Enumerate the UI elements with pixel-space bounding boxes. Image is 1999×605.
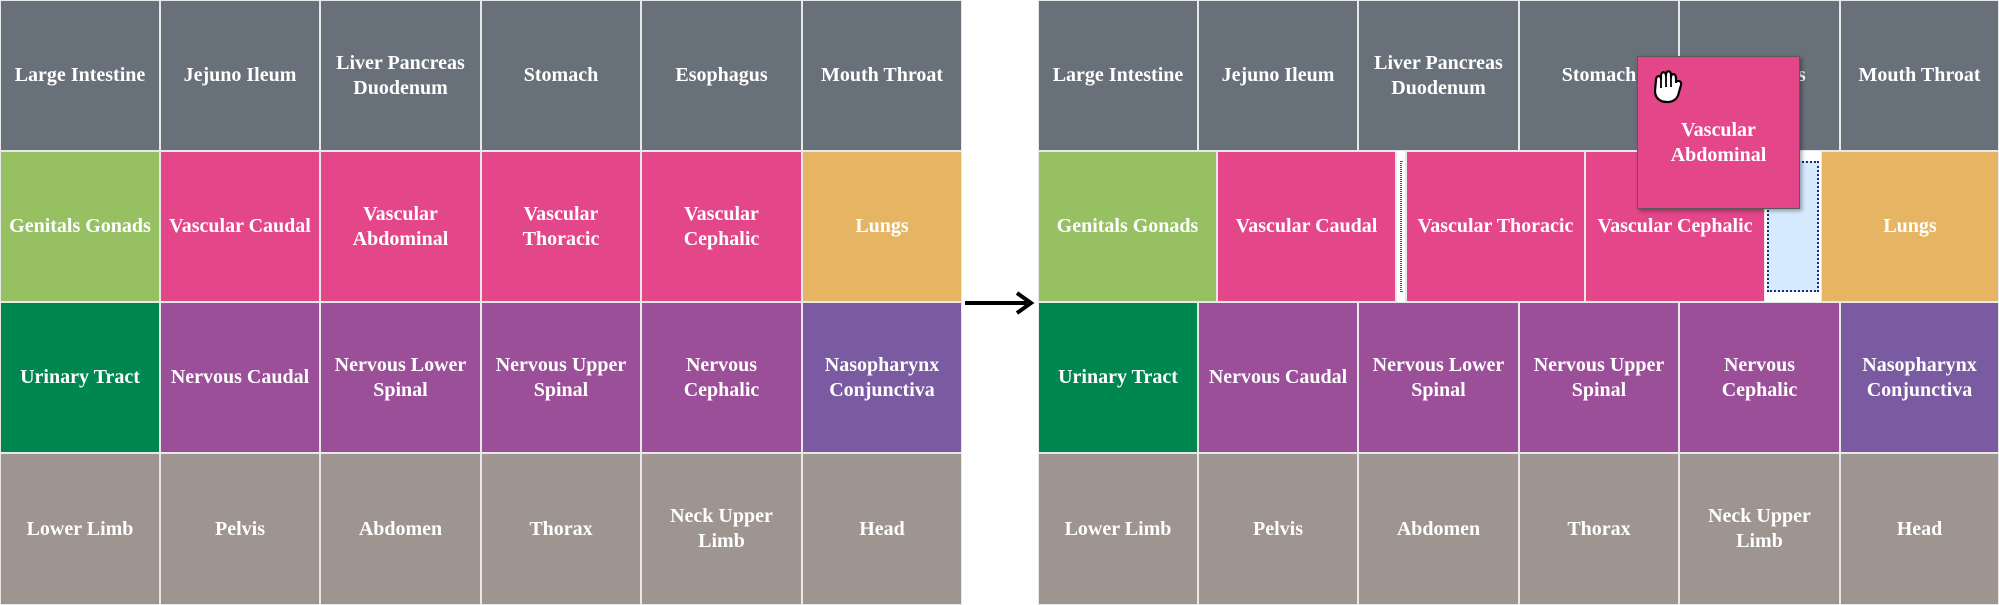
tile-vascular-thoracic[interactable]: Vascular Thoracic [1406,151,1585,302]
tile-thorax[interactable]: Thorax [481,453,641,605]
tile-neck-upper-limb[interactable]: Neck Upper Limb [1679,453,1840,605]
tile-abdomen[interactable]: Abdomen [320,453,481,605]
tile-vascular-cephalic[interactable]: Vascular Cephalic [641,151,802,302]
tile-urinary-tract[interactable]: Urinary Tract [1038,302,1198,453]
tile-nervous-cephalic[interactable]: Nervous Cephalic [1679,302,1840,453]
tile-pelvis[interactable]: Pelvis [160,453,320,605]
tile-nasopharynx-conjunctiva[interactable]: Nasopharynx Conjunctiva [1840,302,1999,453]
tile-nervous-upper-spinal[interactable]: Nervous Upper Spinal [1519,302,1679,453]
tile-abdomen[interactable]: Abdomen [1358,453,1519,605]
tile-esophagus[interactable]: Esophagus [641,0,802,151]
tile-large-intestine[interactable]: Large Intestine [0,0,160,151]
tile-nervous-caudal[interactable]: Nervous Caudal [1198,302,1358,453]
tile-urinary-tract[interactable]: Urinary Tract [0,302,160,453]
tile-head[interactable]: Head [802,453,962,605]
tile-pelvis[interactable]: Pelvis [1198,453,1358,605]
right-arrow-icon [965,291,1035,315]
tile-jejuno-ileum[interactable]: Jejuno Ileum [160,0,320,151]
tile-nasopharynx-conjunctiva[interactable]: Nasopharynx Conjunctiva [802,302,962,453]
tile-nervous-caudal[interactable]: Nervous Caudal [160,302,320,453]
tile-nervous-cephalic[interactable]: Nervous Cephalic [641,302,802,453]
tile-genitals-gonads[interactable]: Genitals Gonads [1038,151,1217,302]
tile-vascular-caudal[interactable]: Vascular Caudal [160,151,320,302]
tile-lungs[interactable]: Lungs [1821,151,1999,302]
tile-head[interactable]: Head [1840,453,1999,605]
tile-stomach[interactable]: Stomach [481,0,641,151]
tile-genitals-gonads[interactable]: Genitals Gonads [0,151,160,302]
tile-liver-pancreas-duodenum[interactable]: Liver Pancreas Duodenum [320,0,481,151]
tile-liver-pancreas-duodenum[interactable]: Liver Pancreas Duodenum [1358,0,1519,151]
tile-lower-limb[interactable]: Lower Limb [0,453,160,605]
tile-nervous-lower-spinal[interactable]: Nervous Lower Spinal [1358,302,1519,453]
tile-neck-upper-limb[interactable]: Neck Upper Limb [641,453,802,605]
tile-jejuno-ileum[interactable]: Jejuno Ileum [1198,0,1358,151]
tile-mouth-throat[interactable]: Mouth Throat [1840,0,1999,151]
tile-thorax[interactable]: Thorax [1519,453,1679,605]
grab-hand-icon [1653,70,1683,104]
tile-vascular-abdominal[interactable]: Vascular Abdominal [320,151,481,302]
tile-nervous-lower-spinal[interactable]: Nervous Lower Spinal [320,302,481,453]
tile-nervous-upper-spinal[interactable]: Nervous Upper Spinal [481,302,641,453]
insertion-gap-indicator [1396,151,1406,302]
tile-lungs[interactable]: Lungs [802,151,962,302]
tile-vascular-thoracic[interactable]: Vascular Thoracic [481,151,641,302]
dragged-tile-label: Vascular Abdominal [1670,118,1767,166]
tile-lower-limb[interactable]: Lower Limb [1038,453,1198,605]
tile-mouth-throat[interactable]: Mouth Throat [802,0,962,151]
tile-large-intestine[interactable]: Large Intestine [1038,0,1198,151]
tile-vascular-caudal[interactable]: Vascular Caudal [1217,151,1396,302]
